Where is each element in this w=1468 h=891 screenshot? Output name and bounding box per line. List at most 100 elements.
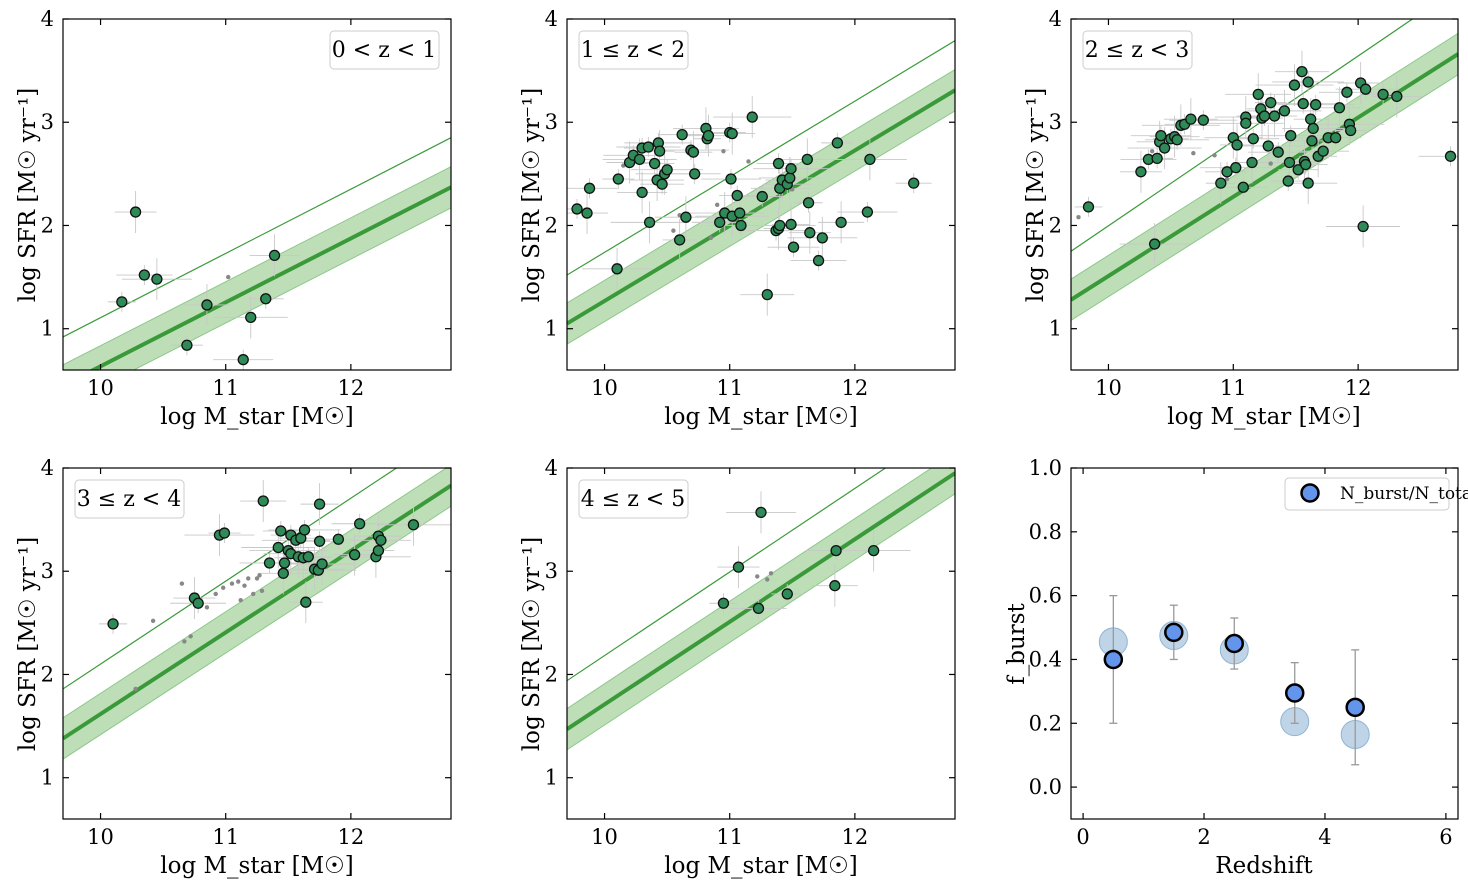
panel-label-box: [578, 30, 689, 70]
fburst-point: [1345, 697, 1365, 718]
x-tick-label: 12: [842, 376, 869, 400]
burst-point: [1391, 90, 1403, 103]
burst-point: [1288, 79, 1301, 91]
main-sequence-line: [63, 483, 451, 741]
burst-point: [1171, 134, 1183, 146]
burst-point: [218, 527, 231, 539]
burst-point: [1230, 162, 1242, 174]
burst-point: [714, 216, 726, 229]
x-tick-label: 12: [338, 376, 365, 400]
nonburst-point: [133, 686, 138, 692]
burst-point: [755, 506, 767, 519]
panel-label-box: [578, 479, 689, 519]
burst-point: [1297, 98, 1309, 110]
burst-point: [636, 186, 648, 199]
y-tick-label: 2: [1049, 213, 1062, 237]
x-tick-label: 11: [716, 376, 743, 400]
y-tick-label: 3: [545, 559, 558, 583]
nonburst-point: [721, 148, 726, 154]
burst-point: [642, 141, 655, 153]
burst-point: [1359, 83, 1372, 95]
burst-point: [1344, 124, 1357, 137]
y-tick-label: 4: [545, 7, 558, 31]
burst-point: [804, 227, 816, 239]
nonburst-point: [708, 235, 714, 241]
panel-label: 2 ≤ z < 3: [1085, 38, 1189, 63]
burst-point: [784, 172, 796, 184]
panel-burst-fraction: 0 2 4 6 0.0 0.2 0.4 0.6 0.8 1.0 N_burst/N_total R…: [1004, 456, 1468, 879]
burst-point: [407, 519, 420, 531]
burst-point: [1333, 102, 1346, 114]
x-tick-label: 6: [1439, 825, 1452, 849]
burst-point: [1215, 177, 1227, 189]
burst-point: [151, 273, 163, 285]
burst-point: [272, 541, 284, 554]
burst-point: [583, 182, 596, 194]
burst-point: [1158, 142, 1171, 154]
burst-point: [735, 219, 747, 232]
y-tick-label: 0.0: [1029, 775, 1062, 799]
nonburst-point: [714, 202, 720, 208]
burst-point: [648, 157, 661, 170]
burst-point: [1305, 113, 1317, 125]
burst-point: [277, 567, 289, 579]
burst-point: [278, 557, 291, 569]
nonburst-point: [1191, 151, 1196, 156]
burst-point: [1310, 99, 1322, 111]
y-tick-label: 2: [545, 662, 558, 686]
burst-threshold-line: [567, 40, 955, 276]
nonburst-point: [246, 576, 251, 581]
burst-point: [801, 153, 813, 166]
nonburst-point: [254, 576, 260, 581]
burst-threshold-line: [567, 468, 887, 682]
burst-point: [1185, 113, 1197, 125]
burst-point: [761, 288, 773, 301]
panel-label-box: [329, 30, 440, 70]
burst-point: [687, 146, 700, 158]
legend-box: [1284, 477, 1450, 511]
x-tick-label: 10: [87, 376, 114, 400]
burst-point: [1282, 175, 1294, 187]
burst-point: [1240, 117, 1252, 129]
y-tick-label: 4: [545, 456, 558, 480]
burst-point: [571, 203, 583, 215]
x-axis-label: Redshift: [1215, 853, 1313, 879]
y-axis-label: log SFR [M☉ yr⁻¹]: [1023, 88, 1049, 302]
nonburst-point: [238, 597, 243, 603]
panel-label-box: [1082, 30, 1193, 70]
burst-point: [802, 197, 815, 209]
nonburst-point: [1268, 161, 1273, 166]
burst-point: [1231, 139, 1243, 151]
burst-point: [1278, 105, 1291, 117]
x-axis-label: log M_star [M☉]: [664, 853, 857, 879]
x-tick-label: 12: [842, 825, 869, 849]
burst-point: [633, 153, 646, 166]
burst-point: [1285, 130, 1297, 142]
y-tick-label: 1: [41, 766, 54, 790]
x-axis-label: log M_star [M☉]: [1167, 404, 1360, 430]
burst-point: [835, 216, 847, 229]
plot-frame: [62, 467, 452, 820]
burst-point: [1377, 88, 1389, 101]
y-tick-label: 4: [1049, 7, 1062, 31]
nonburst-point: [179, 581, 185, 586]
x-axis-label: log M_star [M☉]: [664, 404, 857, 430]
nonburst-point: [671, 228, 676, 233]
nonburst-point: [259, 588, 265, 594]
panel-label: 3 ≤ z < 4: [77, 487, 181, 512]
burst-point: [1237, 181, 1249, 193]
y-axis-label: log SFR [M☉ yr⁻¹]: [15, 88, 41, 302]
y-tick-label: 2: [41, 213, 54, 237]
y-tick-label: 3: [41, 110, 54, 134]
main-sequence-line: [1071, 52, 1458, 302]
burst-point: [653, 145, 666, 157]
burst-point: [731, 189, 743, 202]
nonburst-point: [221, 585, 226, 590]
y-tick-label: 1.0: [1029, 456, 1062, 480]
main-sequence-line: [88, 185, 451, 370]
burst-point: [275, 525, 287, 537]
y-axis-label: log SFR [M☉ yr⁻¹]: [519, 537, 545, 751]
legend-marker: [1300, 483, 1320, 503]
burst-point: [257, 495, 269, 507]
burst-point: [1148, 238, 1161, 250]
